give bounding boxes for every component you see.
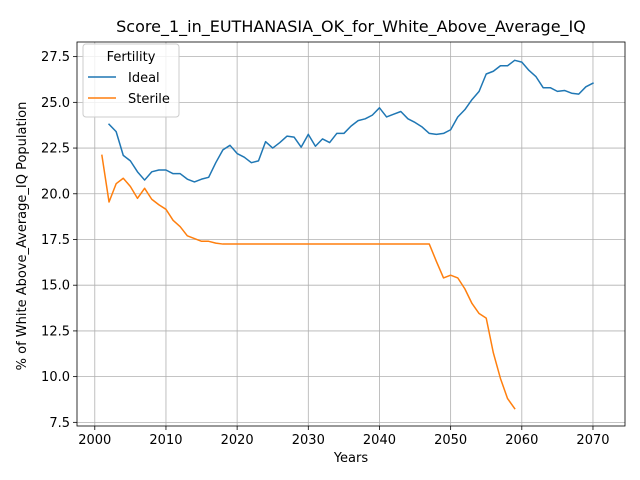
series-line-ideal — [107, 59, 594, 183]
y-axis: 7.5 10.0 12.5 15.0 17.5 20.0 22.5 25.0 27.5 — [41, 50, 77, 431]
series-line-sterile — [101, 154, 516, 410]
x-tick-label: 2020 — [221, 433, 254, 448]
x-tick-label: 2060 — [505, 433, 538, 448]
chart-title: Score_1_in_EUTHANASIA_OK_for_White_Above… — [116, 17, 586, 37]
y-tick-label: 7.5 — [49, 416, 70, 431]
y-axis-label: % of White Above_Average_IQ Population — [15, 102, 30, 371]
y-tick-label: 20.0 — [41, 187, 70, 202]
legend: Fertility Ideal Sterile — [82, 43, 180, 118]
y-tick-label: 27.5 — [41, 50, 70, 65]
x-axis: 2000 2010 2020 2030 2040 2050 2060 2070 — [78, 426, 610, 448]
legend-label-sterile: Sterile — [128, 92, 170, 107]
y-tick-label: 10.0 — [41, 370, 70, 385]
y-tick-label: 25.0 — [41, 96, 70, 111]
x-tick-label: 2030 — [292, 433, 325, 448]
legend-label-ideal: Ideal — [128, 71, 160, 86]
x-tick-label: 2070 — [576, 433, 609, 448]
grid — [77, 42, 625, 426]
y-tick-label: 15.0 — [41, 279, 70, 294]
y-tick-label: 22.5 — [41, 142, 70, 157]
x-tick-label: 2000 — [78, 433, 111, 448]
x-tick-label: 2040 — [363, 433, 396, 448]
plot-frame — [76, 41, 626, 427]
legend-title: Fertility — [107, 50, 156, 65]
x-axis-label: Years — [333, 451, 369, 466]
x-tick-label: 2050 — [434, 433, 467, 448]
y-tick-label: 17.5 — [41, 233, 70, 248]
y-tick-label: 12.5 — [41, 324, 70, 339]
x-tick-label: 2010 — [149, 433, 182, 448]
series-layer — [101, 59, 594, 410]
